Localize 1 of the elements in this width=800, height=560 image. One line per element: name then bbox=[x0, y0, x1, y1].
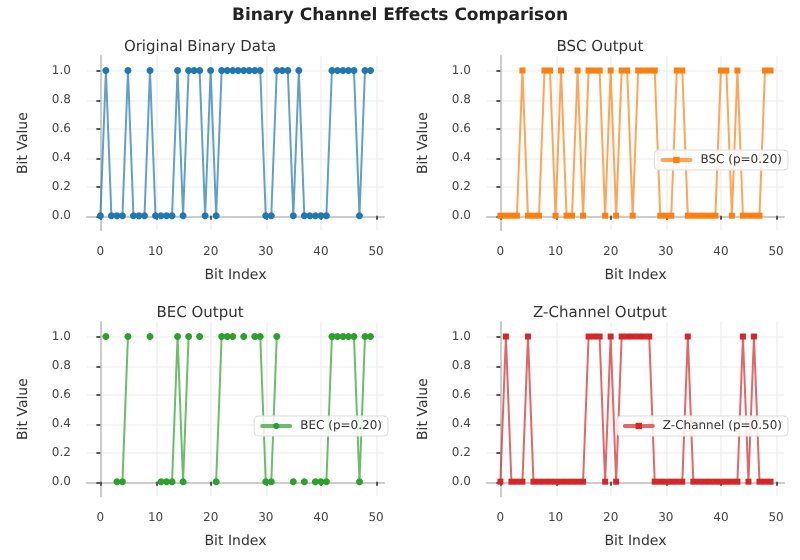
text: Binary Channel Effects Comparison bbox=[229, 6, 571, 26]
